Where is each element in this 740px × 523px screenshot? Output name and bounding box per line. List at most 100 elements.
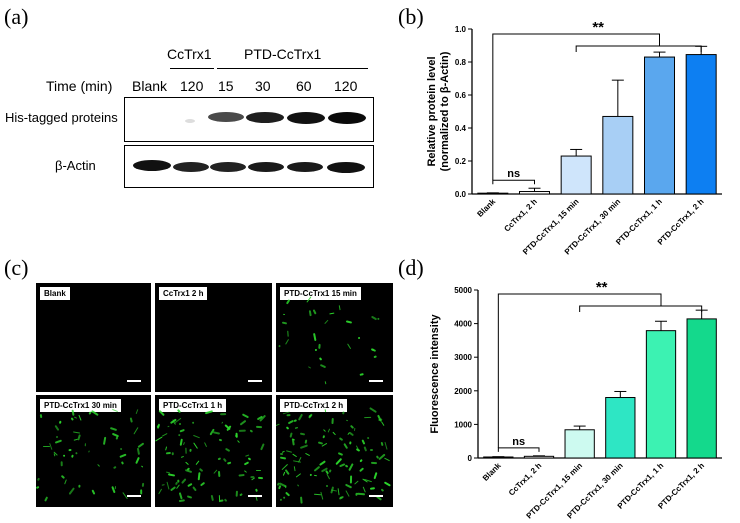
fluorescent-signal [73, 416, 77, 419]
fluorescent-signal [203, 441, 208, 447]
fluorescent-signal [158, 488, 163, 494]
fluorescent-signal [361, 439, 366, 445]
fluorescent-signal [286, 426, 290, 431]
band [173, 162, 209, 172]
fluorescent-signal [355, 447, 361, 452]
panel-label-b: (b) [398, 4, 424, 29]
fluorescent-signal [166, 425, 170, 428]
fluorescent-signal [370, 348, 376, 352]
fluorescent-signal [181, 455, 185, 458]
band [133, 160, 171, 171]
fluorescent-signal [285, 450, 292, 454]
fluorescent-signal [295, 472, 301, 478]
fluorescent-signal [281, 321, 287, 325]
fluorescent-signal [313, 466, 320, 472]
bar [644, 56, 675, 195]
fluorescent-signal [55, 436, 58, 439]
fluorescent-signal [84, 443, 86, 446]
fluorescent-signal [71, 417, 74, 421]
fluorescent-signal [209, 494, 214, 502]
fluorescent-signal [370, 316, 377, 322]
fluorescent-signal [307, 310, 312, 317]
fluorescent-signal [36, 485, 40, 490]
fluorescent-signal [349, 475, 353, 484]
fluorescent-signal [366, 437, 369, 440]
band [287, 162, 323, 172]
fluorescent-signal [329, 469, 333, 473]
bar [605, 397, 636, 459]
fluorescent-signal [60, 461, 63, 467]
fluorescent-signal [355, 492, 358, 496]
y-tick-label: 1.0 [455, 25, 467, 34]
fluorescent-signal [349, 431, 355, 436]
fluorescent-signal [121, 460, 125, 465]
significance-label: ** [592, 19, 604, 36]
fluorescent-signal [39, 413, 43, 418]
fluorescent-signal [310, 473, 313, 476]
y-axis-label: Relative protein level(normalized to β-A… [426, 51, 451, 171]
blot-actin [124, 145, 374, 188]
micrograph-tile: PTD-CcTrx1 15 min [276, 283, 393, 392]
fluorescence-chart: 0 1000 2000 3000 4000 5000 Fluorescence intens… [429, 280, 722, 521]
fluorescent-signal [282, 496, 286, 500]
fluorescent-signal [342, 411, 345, 415]
fluorescent-signal [218, 457, 222, 461]
fluorescent-signal [70, 454, 74, 459]
fluorescent-signal [279, 498, 283, 502]
fluorescent-signal [113, 466, 117, 470]
fluorescent-signal [178, 492, 183, 500]
ns-label: ns [507, 168, 520, 180]
y-axis-label-line: Fluorescence intensity [429, 314, 441, 434]
fluorescent-signal [184, 462, 189, 466]
fluorescent-signal [193, 434, 200, 439]
fluorescent-signal [344, 490, 350, 498]
fluorescent-signal [383, 481, 391, 487]
fluorescent-signal [114, 486, 116, 490]
band [327, 162, 365, 173]
fluorescent-signal [55, 439, 63, 444]
band [246, 112, 284, 123]
band [287, 112, 325, 124]
lane-label: 15 [218, 78, 234, 94]
fluorescent-signal [380, 488, 384, 492]
group-line-ptd-cctrx1 [217, 68, 368, 69]
scale-bar [369, 495, 383, 497]
bar [564, 429, 595, 459]
fluorescent-signal [383, 457, 390, 462]
fluorescent-signal [235, 490, 238, 498]
fluorescent-signal [293, 419, 297, 422]
fluorescent-signal [295, 426, 299, 429]
fluorescent-signal [132, 427, 139, 435]
fluorescent-signal [199, 481, 206, 487]
fluorescent-signal [326, 484, 329, 488]
fluorescent-signal [174, 480, 178, 485]
bar [602, 115, 634, 195]
y-tick-label: 3000 [454, 353, 472, 362]
fluorescent-signal [239, 419, 247, 425]
fluorescent-signal [338, 437, 343, 442]
band [210, 162, 246, 172]
fluorescent-signal [260, 443, 265, 451]
fluorescent-signal [279, 452, 283, 455]
y-axis-label-line: (normalized to β-Actin) [439, 51, 451, 171]
fluorescent-signal [155, 436, 163, 442]
fluorescent-signal [237, 440, 240, 443]
fluorescent-signal [308, 413, 313, 419]
fluorescent-signal [256, 469, 261, 471]
fluorescent-signal [375, 454, 379, 459]
fluorescent-signal [287, 419, 294, 425]
fluorescent-signal [304, 452, 311, 457]
fluorescent-signal [315, 348, 318, 352]
fluorescent-signal [344, 442, 349, 449]
lane-label: 120 [180, 78, 204, 94]
fluorescent-signal [349, 440, 352, 445]
fluorescent-signal [239, 493, 243, 497]
fluorescent-signal [284, 491, 291, 497]
fluorescent-signal [58, 420, 62, 424]
fluorescent-signal [354, 427, 356, 431]
fluorescent-signal [167, 473, 176, 478]
fluorescent-signal [358, 467, 364, 473]
micrograph-tile: Blank [36, 283, 151, 392]
fluorescent-signal [96, 464, 100, 468]
fluorescent-signal [313, 493, 321, 496]
